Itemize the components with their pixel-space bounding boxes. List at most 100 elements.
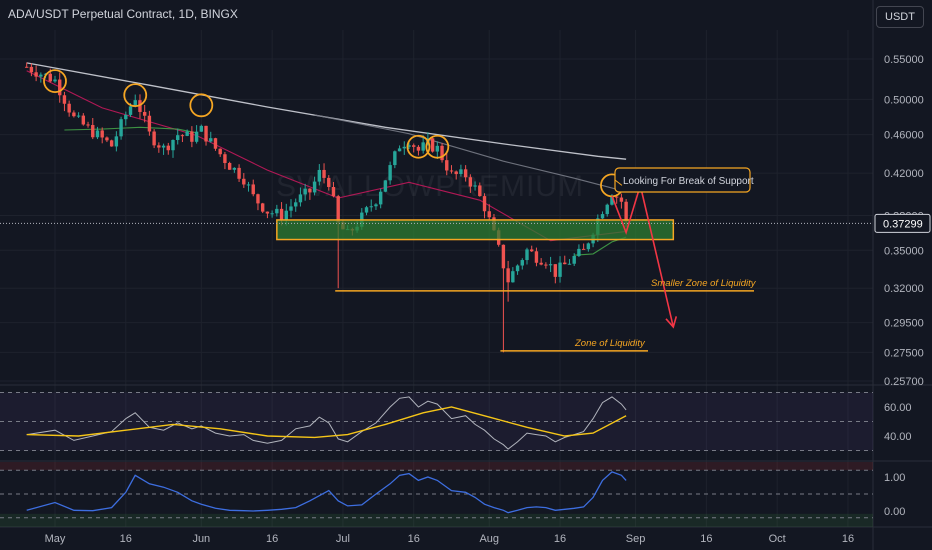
price-tick-label: 0.35000 [884,245,924,257]
candle-body [289,206,293,211]
marked-high-circle [189,93,214,118]
watermark: SWALLOWPREMIUM [276,170,584,203]
candle-body [242,178,246,185]
candle-body [581,248,586,250]
price-axis[interactable]: 0.550000.500000.460000.420000.380000.350… [874,54,931,518]
currency-button[interactable]: USDT [876,6,924,28]
time-tick-label: 16 [554,533,566,545]
time-tick-label: 16 [408,533,420,545]
price-tick-label: 0.42000 [884,168,924,180]
candle-body [459,169,463,175]
candle-body [548,264,553,266]
candle-body [124,114,128,120]
candle-body [449,170,454,172]
candle-body [142,111,147,116]
candle-body [76,115,81,117]
candle-body [416,146,421,151]
candle-body [402,146,406,149]
candle-body [171,139,175,151]
candle-body [322,169,326,178]
candle-body [95,130,100,138]
candle-body [421,142,425,151]
candle-body [128,106,133,115]
candle-body [572,255,576,264]
zone-label: Zone of Liquidity [574,338,646,349]
candle-body [534,251,539,263]
chart-title: ADA/USDT Perpetual Contract, 1D, BINGX [8,7,238,21]
candle-body [393,151,397,166]
marked-high-circle [425,134,450,159]
time-tick-label: Jun [192,533,210,545]
moving-average-line [314,114,627,193]
price-tick-label: 0.32000 [884,283,924,295]
candle-body [487,211,491,218]
candle-body [114,136,119,147]
candle-body [100,130,104,138]
time-tick-label: 16 [120,533,132,545]
candle-body [294,202,298,207]
osc-overbought-fill [0,462,873,471]
candle-body [180,135,185,137]
candle-body [374,204,378,207]
candle-body [308,188,312,193]
time-tick-label: Oct [769,533,786,545]
osc-tick-label: 0.00 [884,506,905,518]
candle-body [407,145,411,147]
candle-body [67,103,71,113]
time-tick-label: 16 [266,533,278,545]
candle-body [62,95,67,104]
rsi-line [26,396,627,450]
candle-body [440,145,444,161]
candle-body [119,119,123,137]
rsi-ma-line [26,406,627,439]
candle-body [544,264,548,266]
candle-body [563,262,567,265]
support-zone [276,219,675,241]
candle-body [468,177,473,187]
candles[interactable] [24,62,628,353]
candle-body [209,138,213,142]
projection-arrowhead [665,316,678,329]
candle-body [463,169,468,178]
candle-body [303,188,307,195]
candle-body [600,214,605,219]
candle-body [232,167,237,170]
candle-body [619,197,624,202]
candle-body [430,138,435,152]
candle-body [133,100,137,107]
annotations[interactable] [0,69,873,352]
candle-body [166,145,170,151]
candle-body [435,145,440,152]
time-axis[interactable]: May 16 Jun 16 Jul 16 Aug 16 Sep 16 Oct 16 [45,533,854,545]
time-tick-label: May [45,533,66,545]
candle-body [237,167,241,179]
indicator-lines [26,396,627,514]
candle-body [218,148,222,155]
candle-body [176,135,180,140]
candle-body [558,262,562,277]
candle-body [369,206,373,208]
rsi-tick-label: 40.00 [884,431,912,443]
candle-body [482,196,487,212]
candle-body [327,177,331,187]
candle-body [86,124,90,126]
candle-body [317,169,322,182]
smaller-zone-label: Smaller Zone of Liquidity [651,278,757,289]
candle-body [364,207,369,213]
candle-body [473,185,477,187]
candle-body [614,196,619,198]
candle-body [29,66,34,73]
candle-body [506,268,510,283]
candle-body [246,184,251,186]
candle-body [53,79,57,82]
candle-body [331,186,336,197]
candle-body [138,100,142,112]
time-tick-label: 16 [700,533,712,545]
projection-path [611,182,675,328]
price-tick-label: 0.25700 [884,376,924,388]
time-tick-label: Aug [479,533,499,545]
candle-body [157,145,161,148]
candle-body [270,213,274,215]
candle-body [251,184,255,195]
